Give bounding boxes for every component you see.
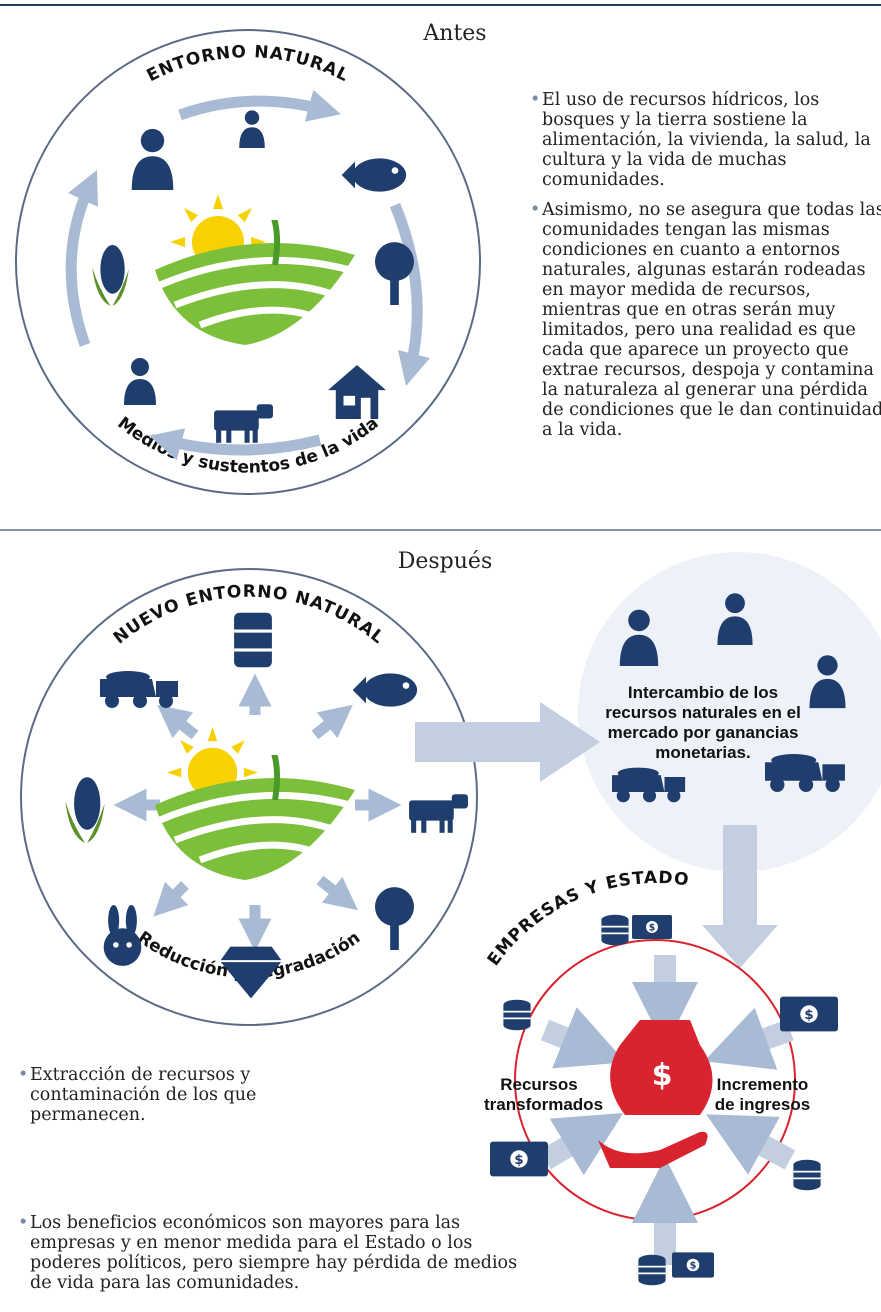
svg-text:ENTORNO NATURAL: ENTORNO NATURAL bbox=[144, 42, 353, 86]
svg-text:$: $ bbox=[652, 1058, 673, 1093]
circle-top-label: ENTORNO NATURAL bbox=[144, 42, 353, 86]
section-title: Después bbox=[398, 549, 493, 574]
bullet: Extracción de recursos y contaminación d… bbox=[18, 1065, 290, 1125]
bullet: Asimismo, no se asegura que todas las co… bbox=[530, 200, 881, 440]
page: $ Antes ENTORNO NATURAL Medios y sustent… bbox=[0, 0, 881, 1312]
before-circle: ENTORNO NATURAL Medios y sustentos de la… bbox=[16, 30, 480, 494]
section-title: Antes bbox=[422, 21, 486, 46]
after-circle: NUEVO ENTORNO NATURAL Reducción y degrad… bbox=[21, 569, 477, 1025]
left-label: Recursos transformados bbox=[484, 1075, 594, 1115]
bullet: El uso de recursos hídricos, los bosques… bbox=[530, 90, 881, 190]
bullet: Los beneficios económicos son mayores pa… bbox=[18, 1213, 520, 1293]
right-label: Incremento de ingresos bbox=[705, 1075, 820, 1115]
exchange-label: Intercambio de los recursos naturales en… bbox=[603, 683, 803, 763]
